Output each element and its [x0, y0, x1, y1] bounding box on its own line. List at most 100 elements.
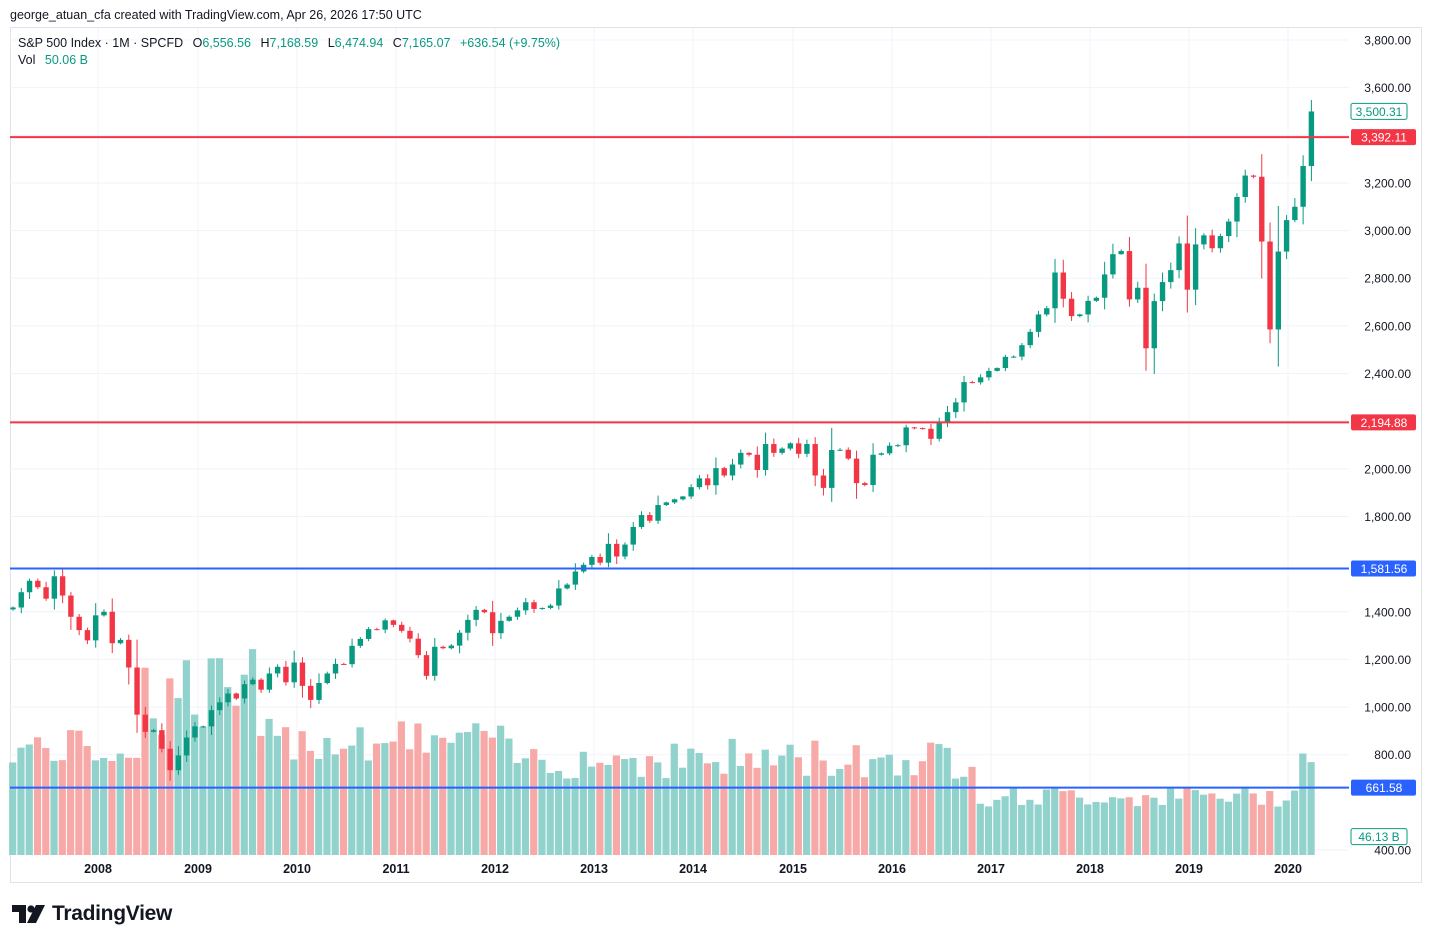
y-tick-label: 800.00: [1374, 748, 1411, 762]
candle-body: [200, 726, 206, 728]
close-value: 7,165.07: [401, 36, 451, 50]
candle-body: [1010, 356, 1017, 358]
candle-body: [630, 526, 636, 545]
candle-body: [250, 679, 256, 685]
volume-bar: [50, 760, 58, 855]
candle-body: [35, 580, 41, 588]
candle-body: [754, 454, 760, 471]
volume-bar: [215, 658, 224, 855]
candle-body: [448, 645, 455, 649]
volume-bar: [546, 772, 554, 855]
candle-body: [1168, 270, 1174, 283]
volume-bar: [860, 777, 869, 855]
candle-body: [704, 478, 711, 486]
volume-bar: [1274, 806, 1282, 855]
candle-body: [597, 556, 603, 563]
candle-body: [671, 499, 678, 503]
volume-bar: [1084, 804, 1092, 855]
volume-bar: [786, 744, 794, 855]
volume-bar: [116, 753, 124, 855]
candle-body: [175, 755, 182, 771]
candle-body: [820, 475, 827, 488]
volume-bar: [811, 740, 819, 855]
y-tick-label: 1,800.00: [1364, 510, 1411, 524]
close-label: C: [392, 36, 402, 50]
candle-body: [332, 663, 339, 674]
volume-bar: [960, 776, 968, 855]
volume-bar: [703, 763, 711, 855]
x-tick-label: 2019: [1175, 862, 1203, 876]
tradingview-logo[interactable]: TradingView: [12, 900, 172, 928]
horizontal-line-label: 661.58: [1366, 781, 1403, 795]
candle-body: [217, 702, 223, 711]
volume-bar: [157, 734, 166, 855]
candle-body: [523, 602, 529, 611]
candle-body: [167, 748, 173, 771]
volume-bar: [1018, 804, 1026, 855]
volume-label[interactable]: Vol: [18, 53, 36, 67]
volume-bar: [75, 730, 83, 855]
candle-body: [241, 684, 248, 699]
volume-bar: [1059, 791, 1067, 855]
volume-bar: [356, 727, 364, 855]
volume-bar: [1001, 796, 1009, 855]
volume-bar: [83, 745, 91, 855]
candle-body: [961, 382, 967, 403]
volume-bar: [1257, 804, 1266, 855]
x-tick-label: 2013: [580, 862, 608, 876]
volume-bar: [902, 760, 910, 855]
volume-bar: [282, 727, 290, 855]
volume-bar: [604, 764, 612, 855]
volume-bar: [1158, 804, 1166, 855]
candle-body: [440, 646, 446, 649]
candle-body: [51, 576, 58, 599]
volume-bar: [414, 723, 422, 855]
candle-body: [1242, 175, 1248, 197]
candle-body: [1035, 314, 1042, 332]
volume-bar: [1117, 798, 1125, 855]
candle-body: [804, 444, 810, 454]
candle-body: [117, 639, 124, 644]
candle-body: [920, 428, 926, 430]
volume-bar: [1092, 801, 1100, 855]
volume-bar: [1282, 800, 1290, 855]
candle-body: [977, 377, 984, 383]
candle-body: [1143, 287, 1149, 349]
candle-body: [274, 666, 281, 674]
price-badge-bg: [1350, 828, 1408, 846]
volume-bar: [505, 738, 513, 855]
volume-bar: [910, 775, 918, 855]
volume-bar: [455, 732, 463, 855]
volume-bar: [877, 757, 885, 855]
candle-body: [126, 639, 132, 668]
candle-body: [944, 412, 951, 422]
candle-body: [812, 444, 818, 476]
volume-bar: [1199, 794, 1208, 855]
volume-bar: [852, 745, 860, 855]
low-value: 6,474.94: [334, 36, 384, 50]
candle-body: [638, 515, 645, 527]
candle-body: [1201, 235, 1207, 245]
volume-bar: [1142, 795, 1150, 855]
symbol-title[interactable]: S&P 500 Index · 1M · SPCFD: [18, 36, 184, 50]
candle-body: [903, 427, 909, 446]
volume-bar: [430, 735, 439, 855]
price-axis: 3,392.11 2,194.88 1,581.56 661.58 400.00 800.…: [1350, 34, 1416, 858]
volume-bar: [637, 776, 645, 855]
candle-body: [68, 595, 74, 617]
volume-bar: [1183, 788, 1191, 855]
candle-body: [1027, 331, 1033, 346]
volume-bar: [918, 761, 926, 855]
volume-bar: [149, 718, 157, 855]
low-label: L: [327, 36, 335, 50]
candle-body: [415, 638, 421, 656]
candle-body: [771, 444, 777, 453]
volume-bar: [819, 760, 827, 855]
volume-row: Vol 50.06 B: [18, 52, 560, 69]
volume-bar: [1075, 797, 1084, 855]
volume-bar: [66, 730, 75, 855]
candle-body: [1002, 356, 1009, 369]
candle-body: [556, 588, 562, 606]
volume-bar: [124, 757, 133, 855]
